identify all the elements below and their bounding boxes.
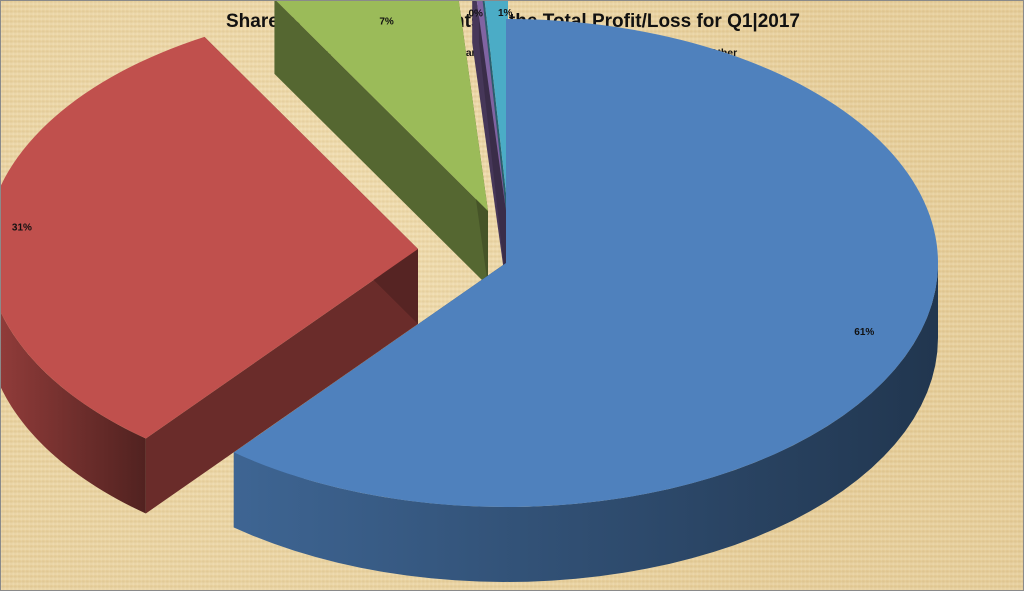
slice-top-face [1,36,418,439]
pie-slice [1,36,418,514]
slice-side-face [145,249,418,514]
pie-slice [472,1,506,286]
data-labels: 1% 0% 7% 31% 61% [12,8,875,338]
pie-slice [233,19,939,582]
data-label: 0% [468,8,483,19]
pie-slice [274,1,488,286]
slice-sides [1,1,939,582]
data-label: 1% [498,8,513,19]
slice-top-face [233,19,939,507]
slice-top-face [484,1,508,211]
slice-side-face [274,1,488,286]
data-label: 61% [854,327,874,338]
slice-side-face [472,1,506,286]
data-label: 31% [12,223,32,234]
slice-top-face [276,1,488,211]
slice-outer-wall [1,312,146,514]
slice-side-face [478,1,506,286]
data-label: 7% [379,16,394,27]
slice-top-face [476,1,506,211]
slice-outer-wall [233,263,938,582]
